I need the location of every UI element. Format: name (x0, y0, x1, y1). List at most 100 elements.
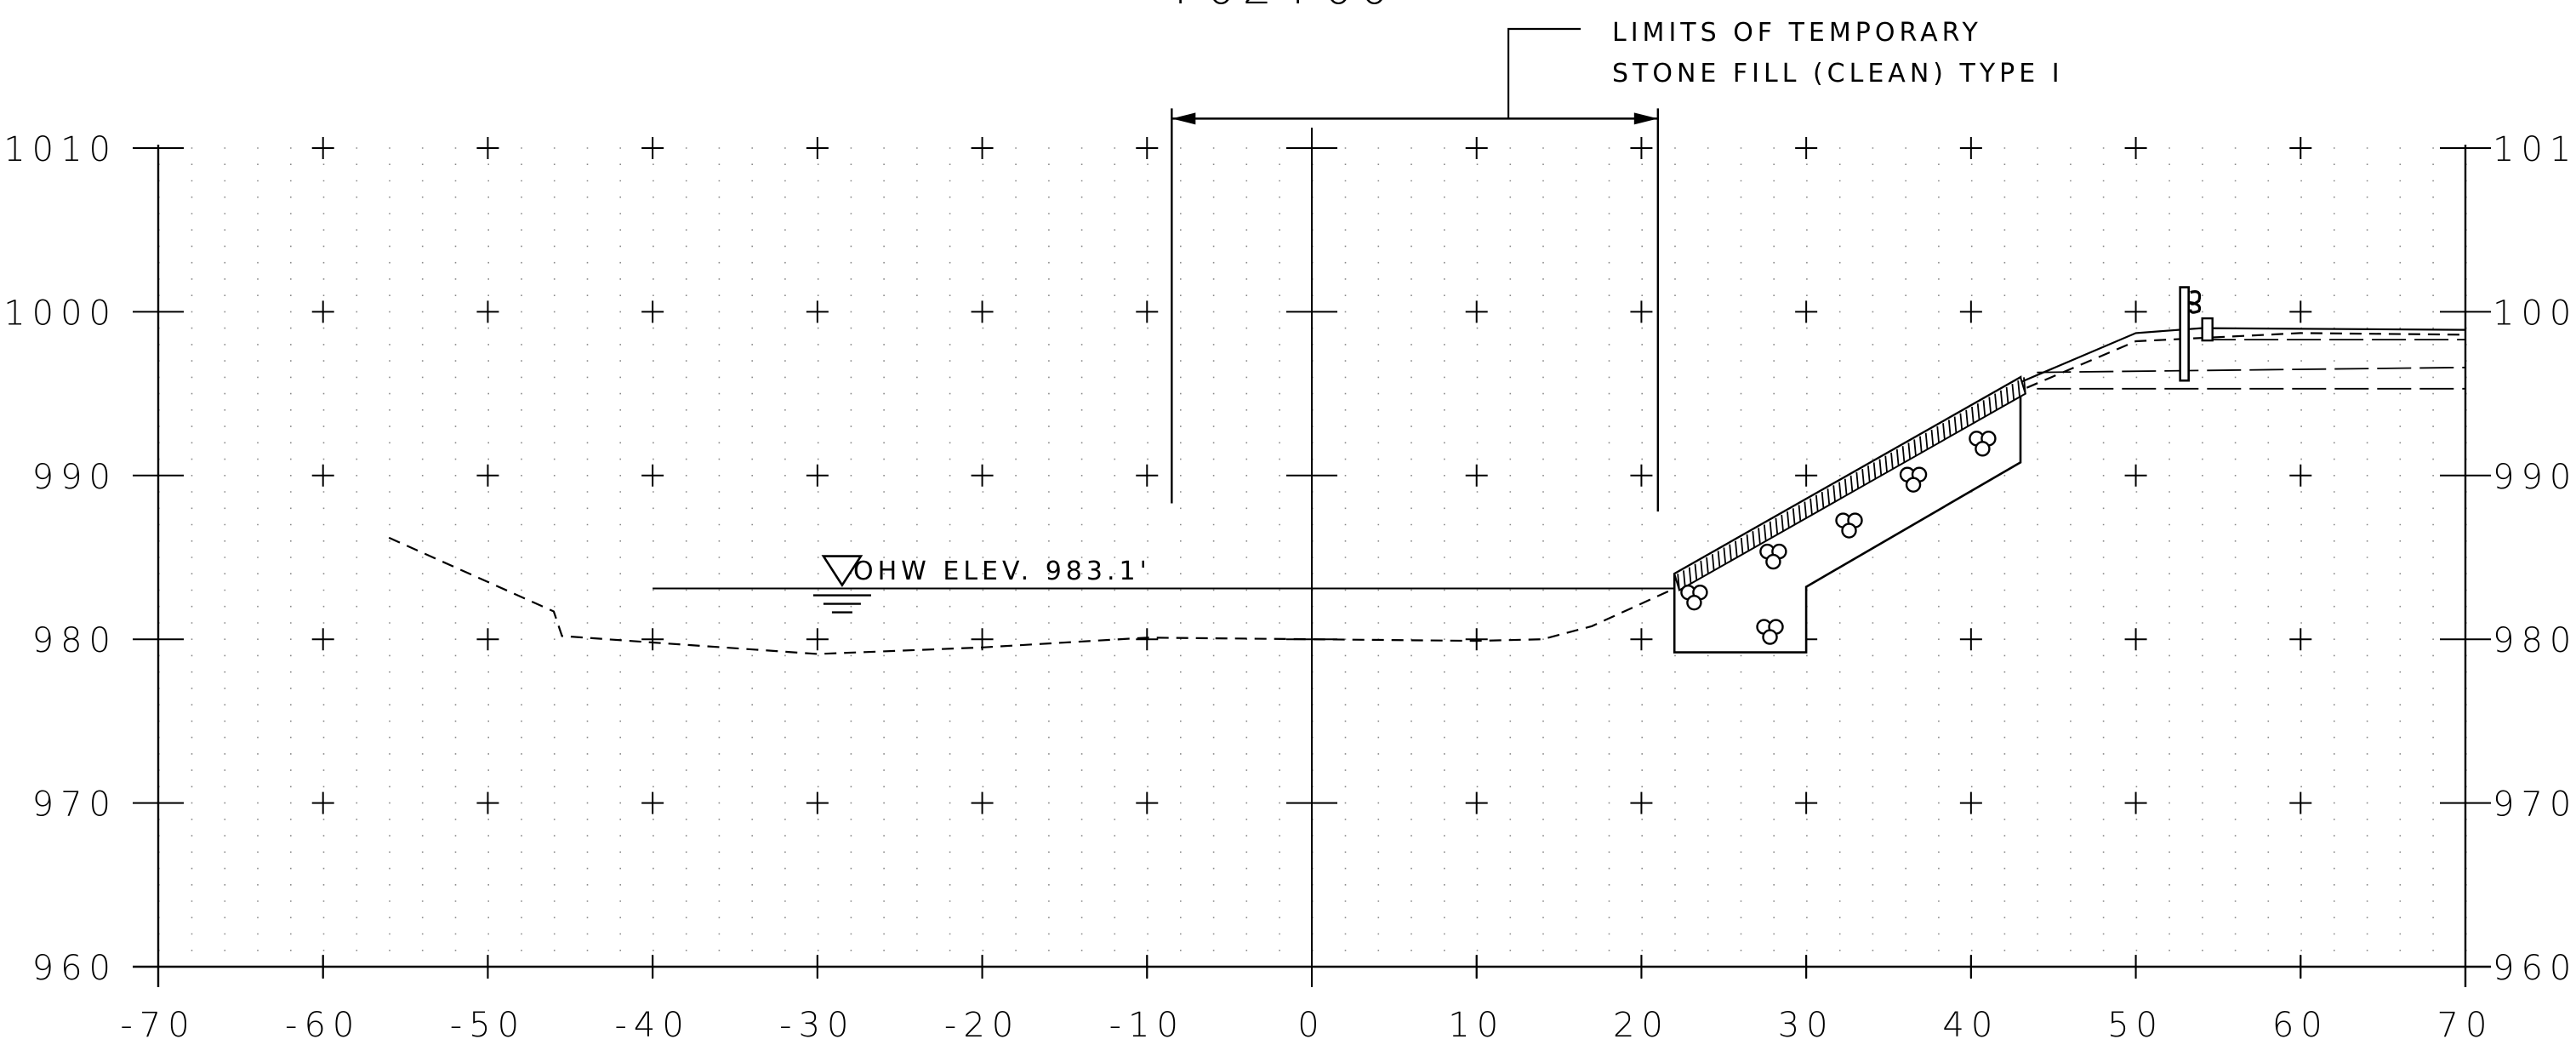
riprap-hatch (1821, 491, 1825, 509)
riprap-hatch (1924, 432, 1929, 450)
riprap-hatch (1971, 406, 1975, 424)
offset-label: -70 (120, 1006, 196, 1045)
riprap-hatch (1901, 446, 1906, 463)
riprap-hatch (1878, 459, 1883, 476)
grid-cross (476, 791, 499, 814)
elevation-label-left: 1000 (3, 294, 117, 333)
riprap-hatch (1763, 524, 1767, 541)
stone-circle (1975, 441, 1991, 457)
offset-label: -60 (285, 1006, 361, 1045)
grid-cross (311, 791, 334, 814)
grid-cross (2289, 137, 2312, 159)
grid-cross (2124, 300, 2147, 323)
riprap-hatch (1677, 574, 1680, 591)
grid-cross (1136, 464, 1159, 487)
offset-label: 50 (2107, 1006, 2164, 1045)
grid-cross (1959, 300, 1982, 323)
riprap-hatch (1706, 557, 1709, 574)
elevation-label-left: 1010 (3, 130, 117, 169)
riprap-hatch (1999, 390, 2003, 408)
riprap-hatch (1832, 485, 1836, 502)
riprap-hatch (1683, 570, 1686, 587)
ground-line-dashed (388, 332, 2466, 655)
riprap-hatch (1890, 452, 1894, 470)
grid-cross (1795, 464, 1818, 487)
grid-cross (1630, 791, 1653, 814)
right-elevation-labels: 960 970 980 990 1000 1010 (2493, 130, 2576, 988)
grid-cross (2289, 628, 2312, 651)
grid-cross (1136, 791, 1159, 814)
stone-circle (1686, 594, 1702, 611)
grid-cross (806, 300, 829, 323)
riprap-hatch (1913, 439, 1917, 456)
riprap-hatch (1942, 423, 1946, 440)
riprap-hatch (1815, 494, 1819, 512)
riprap-hatch (1769, 521, 1773, 538)
limits-note-line1: LIMITS OF TEMPORARY (1612, 18, 1982, 48)
grid-cross (311, 300, 334, 323)
stone-cluster-icon (1756, 619, 1784, 645)
grid-cross (806, 137, 829, 159)
grid-cross (1795, 137, 1818, 159)
grid-cross (2289, 791, 2312, 814)
guardrail-post (2179, 286, 2190, 382)
grid-cross (1465, 628, 1488, 651)
stone-fill-section (1673, 375, 2026, 654)
elevation-label-left: 970 (32, 785, 117, 825)
stone-circle (1765, 553, 1781, 570)
elevation-label-left: 960 (32, 949, 117, 988)
grid-cross (806, 464, 829, 487)
grid-cross (1465, 791, 1488, 814)
grid-cross (1959, 791, 1982, 814)
grid-cross (311, 464, 334, 487)
grid-cross (1630, 628, 1653, 651)
riprap-hatch (1988, 397, 1992, 414)
riprap-hatch (2005, 386, 2009, 404)
riprap-hatch (1798, 505, 1802, 522)
riprap-hatch (1809, 498, 1813, 516)
arrowhead-left-icon (1171, 112, 1196, 125)
riprap-hatch (1872, 462, 1877, 479)
grid-cross (2124, 464, 2147, 487)
riprap-hatch (1982, 400, 1986, 417)
riprap-hatch (2017, 380, 2020, 397)
ground-profiles (388, 327, 2466, 655)
riprap-hatch (1694, 563, 1698, 581)
grid-cross (1136, 300, 1159, 323)
ohw-elevation-marker (653, 555, 1675, 614)
riprap-hatch (1838, 482, 1842, 499)
proposed-line (2020, 327, 2466, 384)
riprap-hatch (1792, 508, 1796, 525)
grid-cross (1465, 464, 1488, 487)
existing-grade-line (2037, 366, 2466, 374)
riprap-hatch (1723, 547, 1727, 564)
left-elevation-labels: 960 970 980 990 1000 1010 (3, 130, 117, 988)
elevation-label-right: 960 (2493, 949, 2576, 988)
riprap-hatch (1781, 514, 1784, 532)
grid-cross (1795, 791, 1818, 814)
riprap-hatch (1849, 475, 1854, 493)
grid-cross (1136, 628, 1159, 651)
grid-cross (971, 137, 994, 159)
grid-cross (311, 137, 334, 159)
riprap-hatch (1907, 443, 1912, 460)
riprap-hatch (1976, 403, 1980, 420)
riprap-hatch (1867, 465, 1871, 483)
grid-cross (476, 464, 499, 487)
elevation-label-left: 990 (32, 458, 117, 497)
riprap-hatch (1884, 455, 1888, 473)
riprap-hatch (1827, 488, 1831, 505)
grid-cross (806, 791, 829, 814)
arrowhead-right-icon (1633, 112, 1658, 125)
stone-cluster-icon (1680, 584, 1708, 611)
section-title-fragment: +02+00 (1161, 0, 1396, 14)
grid-cross (2124, 791, 2147, 814)
riprap-hatch (1861, 469, 1865, 486)
riprap-hatch (1787, 511, 1790, 528)
grid-cross (476, 137, 499, 159)
grid-cross (2289, 464, 2312, 487)
grid-cross (971, 791, 994, 814)
grid-cross (641, 791, 664, 814)
riprap-hatch (1895, 448, 1900, 466)
